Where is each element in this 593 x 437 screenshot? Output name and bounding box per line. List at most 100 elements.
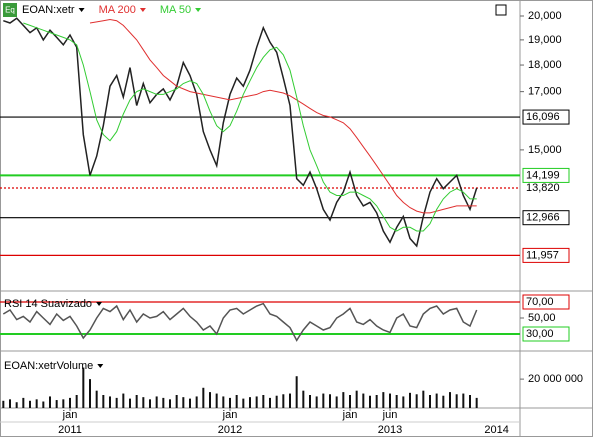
legend-dropdown [195, 8, 202, 12]
volume-bar [195, 396, 198, 408]
volume-bar [249, 397, 251, 408]
volume-bar [302, 390, 305, 408]
volume-bar [122, 393, 125, 408]
volume-bar [395, 395, 398, 408]
volume-bar [442, 395, 445, 408]
volume-bar [135, 395, 138, 408]
series-line [2, 302, 478, 342]
level-label: 13,820 [526, 182, 560, 194]
level-label-box [522, 109, 570, 125]
volume-bar [322, 393, 325, 408]
y-tick-label: 18,000 [528, 59, 562, 71]
volume-bar [2, 400, 5, 408]
volume-bar [389, 393, 391, 408]
volume-bar [49, 396, 51, 408]
y-tick-label: 20 000 000 [528, 373, 583, 385]
volume-bar [342, 392, 345, 408]
level-label: 14,199 [526, 169, 560, 181]
level-label: 30,00 [526, 328, 554, 340]
volume-bar [469, 395, 471, 408]
volume-bar [242, 398, 245, 408]
x-tick-label: jan [62, 409, 78, 421]
legend-entry[interactable]: EOAN:xetrVolume [4, 360, 93, 372]
volume-bar [129, 398, 131, 408]
year-label: 2012 [218, 424, 242, 436]
legend-entry[interactable]: EOAN:xetr [22, 4, 75, 16]
y-tick-label: 17,000 [528, 86, 562, 98]
volume-bar [455, 394, 458, 408]
series-line [3, 17, 478, 248]
series-line [23, 22, 477, 232]
legend-dropdown [139, 8, 146, 12]
volume-bar [109, 396, 111, 408]
volume-bar [42, 401, 45, 408]
year-label: 2011 [58, 424, 82, 436]
volume-bar [89, 379, 91, 408]
level-label-box [522, 210, 570, 226]
volume-bar [349, 395, 351, 408]
volume-bar [142, 397, 145, 408]
volume-bar [269, 397, 271, 408]
level-label: 12,966 [526, 212, 560, 224]
volume-bar [335, 396, 338, 408]
volume-bar [329, 394, 331, 408]
y-tick-label: 20,000 [528, 10, 562, 22]
x-tick-label: jun [382, 409, 398, 421]
volume-bar [409, 392, 411, 408]
level-label-box [522, 294, 570, 310]
volume-bar [69, 397, 71, 408]
volume-bar [115, 397, 118, 408]
year-label: 2014 [484, 424, 508, 436]
volume-bar [435, 393, 438, 408]
volume-bar [429, 395, 431, 408]
legend-entry[interactable]: MA 50 [160, 4, 191, 16]
legend-entry[interactable]: RSI 14 Suavizado [4, 298, 92, 310]
level-label: 16,096 [526, 111, 560, 123]
y-tick-label: 15,000 [528, 144, 562, 156]
volume-bar [315, 396, 318, 408]
volume-bar [275, 395, 278, 408]
level-label: 11,957 [526, 249, 559, 261]
x-tick-label: jan [342, 409, 358, 421]
volume-bar [415, 394, 418, 408]
volume-bar [82, 367, 85, 408]
level-label-box [522, 167, 570, 183]
volume-bar [95, 390, 98, 408]
volume-bar [355, 390, 358, 408]
level-label-box [522, 326, 570, 342]
volume-bar [55, 400, 58, 408]
x-tick-label: jan [222, 409, 238, 421]
icon-label: Eq [5, 6, 15, 15]
legend-dropdown [96, 302, 103, 306]
volume-bar [189, 398, 191, 408]
volume-bar [22, 397, 25, 408]
volume-bar [182, 397, 185, 408]
volume-bar [202, 387, 205, 408]
volume-bar [222, 396, 225, 408]
volume-bar [9, 399, 11, 408]
volume-bar [262, 395, 265, 408]
volume-bar [422, 390, 425, 408]
y-tick-label: 19,000 [528, 34, 562, 46]
volume-bar [235, 395, 238, 408]
volume-bar [229, 397, 231, 408]
level-label-box [522, 247, 570, 263]
volume-bar [289, 393, 291, 408]
volume-bar [62, 399, 65, 408]
volume-bar [462, 393, 465, 408]
volume-bar [155, 396, 158, 408]
volume-bar [282, 394, 285, 408]
maximize-button[interactable] [495, 4, 507, 16]
legend-entry[interactable]: MA 200 [99, 4, 136, 16]
volume-bar [295, 376, 298, 408]
volume-bar [209, 392, 211, 408]
volume-bar [15, 402, 18, 408]
volume-bar [369, 395, 371, 408]
volume-bar [255, 396, 258, 408]
volume-bar [449, 392, 451, 408]
volume-bar [102, 395, 105, 408]
volume-bar [149, 399, 151, 408]
y-tick-label: 50,00 [528, 312, 556, 324]
icon[interactable] [3, 3, 17, 17]
